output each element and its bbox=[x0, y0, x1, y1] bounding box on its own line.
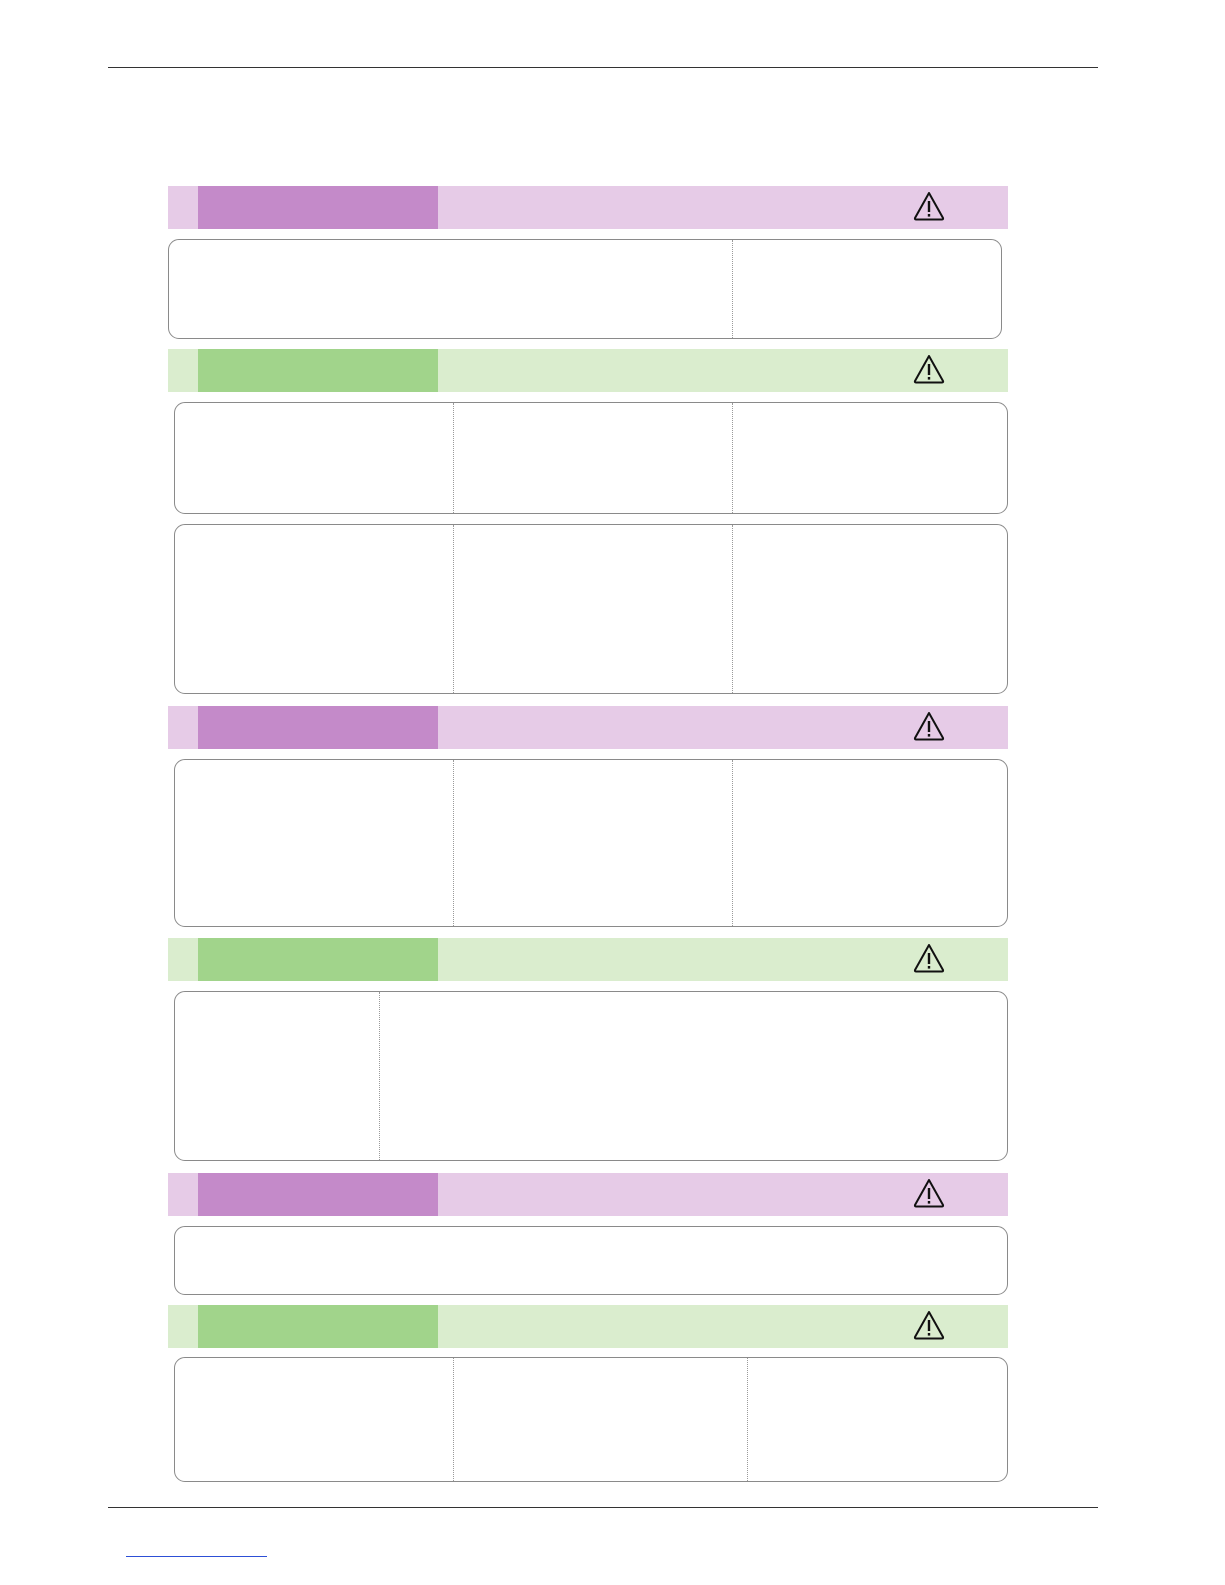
section-header-strip bbox=[438, 1305, 1008, 1348]
section-header-strip bbox=[438, 1173, 1008, 1216]
section-header-lead bbox=[168, 1305, 198, 1348]
warning-triangle-icon bbox=[913, 1311, 945, 1340]
column-divider bbox=[453, 525, 454, 693]
section-header-strip bbox=[438, 938, 1008, 981]
warning-triangle-icon bbox=[913, 192, 945, 221]
column-divider bbox=[732, 240, 733, 338]
section-header-strip bbox=[438, 186, 1008, 229]
section-header-lead bbox=[168, 706, 198, 749]
section-title-tab bbox=[198, 1173, 438, 1216]
column-divider bbox=[379, 992, 380, 1160]
warning-triangle-icon bbox=[913, 712, 945, 741]
header-rule bbox=[108, 67, 1098, 68]
content-box-6 bbox=[174, 1357, 1008, 1482]
section-header-lead bbox=[168, 938, 198, 981]
section-title-tab bbox=[198, 938, 438, 981]
section-header-lead bbox=[168, 186, 198, 229]
warning-triangle-icon bbox=[913, 944, 945, 973]
warning-triangle-icon bbox=[913, 1179, 945, 1208]
content-box-3 bbox=[174, 759, 1008, 927]
section-header-4 bbox=[168, 938, 1008, 981]
content-box-4 bbox=[174, 991, 1008, 1161]
footer-rule bbox=[108, 1507, 1098, 1508]
column-divider bbox=[732, 525, 733, 693]
section-title-tab bbox=[198, 1305, 438, 1348]
content-box-2a bbox=[174, 402, 1008, 514]
section-header-strip bbox=[438, 706, 1008, 749]
column-divider bbox=[747, 1358, 748, 1481]
section-header-6 bbox=[168, 1305, 1008, 1348]
section-header-lead bbox=[168, 349, 198, 392]
section-title-tab bbox=[198, 186, 438, 229]
section-header-strip bbox=[438, 349, 1008, 392]
section-header-1 bbox=[168, 186, 1008, 229]
content-box-5 bbox=[174, 1226, 1008, 1295]
content-box-1 bbox=[168, 239, 1002, 339]
column-divider bbox=[732, 403, 733, 513]
section-header-3 bbox=[168, 706, 1008, 749]
section-header-lead bbox=[168, 1173, 198, 1216]
column-divider bbox=[453, 1358, 454, 1481]
column-divider bbox=[453, 403, 454, 513]
section-title-tab bbox=[198, 349, 438, 392]
content-box-2b bbox=[174, 524, 1008, 694]
section-header-5 bbox=[168, 1173, 1008, 1216]
warning-triangle-icon bbox=[913, 355, 945, 384]
section-header-2 bbox=[168, 349, 1008, 392]
column-divider bbox=[732, 760, 733, 926]
column-divider bbox=[453, 760, 454, 926]
section-title-tab bbox=[198, 706, 438, 749]
footer-link-underline[interactable] bbox=[126, 1556, 267, 1557]
